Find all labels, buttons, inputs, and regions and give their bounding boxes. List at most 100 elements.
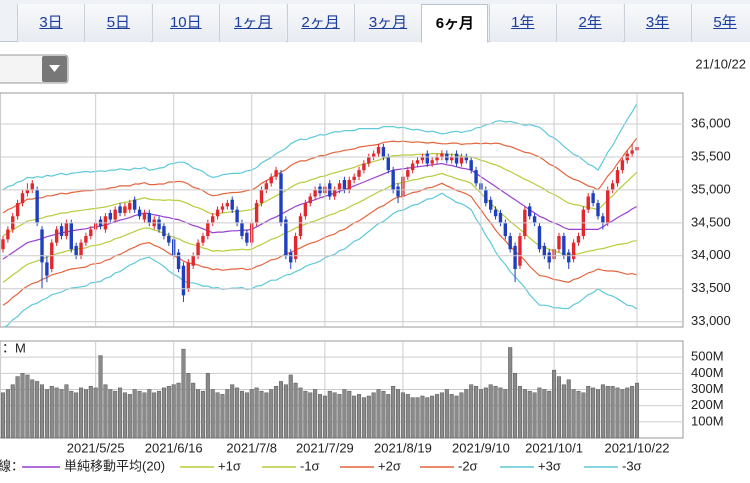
candle-body (557, 236, 561, 250)
volume-bar (235, 387, 240, 439)
candle-body (464, 156, 469, 161)
volume-bar (615, 387, 620, 439)
candle-body (493, 209, 498, 217)
band-line (2, 137, 638, 214)
volume-bar (459, 392, 464, 439)
range-tab[interactable]: 3年 (623, 4, 691, 42)
volume-bar (288, 374, 293, 439)
candle-body (357, 170, 361, 177)
range-tab[interactable]: 2年 (556, 4, 624, 42)
candle-body (225, 203, 230, 207)
band-line (3, 192, 638, 327)
volume-bar (420, 395, 425, 439)
candle-body (528, 206, 532, 217)
candle-body (89, 229, 93, 237)
range-tab[interactable]: 1年 (488, 4, 556, 42)
volume-bar (200, 390, 205, 439)
period-select[interactable] (0, 54, 69, 84)
candle-body (59, 226, 64, 237)
volume-bar (44, 389, 49, 439)
candle-body (235, 209, 239, 223)
volume-bar (478, 389, 483, 439)
volume-bar (571, 389, 576, 439)
y-tick-label: 34,000 (691, 247, 731, 262)
volume-bar (425, 397, 430, 439)
volume-bar (361, 397, 366, 439)
candle-body (489, 199, 493, 210)
volume-bar (503, 389, 508, 439)
volume-bar (225, 389, 230, 439)
candle-body (240, 222, 244, 237)
volume-bar (610, 386, 615, 439)
y-tick-label: 36,000 (691, 115, 731, 130)
volume-bar (576, 390, 581, 439)
candle-body (576, 236, 581, 243)
candle-body (454, 153, 459, 164)
candle-body (332, 189, 337, 197)
volume-bar (59, 389, 64, 439)
y-tick-label: 100M (691, 413, 724, 428)
volume-bar (230, 384, 235, 439)
volume-bar (635, 382, 640, 439)
volume-bar (542, 389, 547, 439)
candle-body (391, 170, 395, 190)
volume-bar (469, 384, 474, 439)
range-tab[interactable]: 5年 (691, 4, 750, 42)
y-tick-label: 300M (691, 381, 724, 396)
volume-bar (396, 389, 401, 439)
candle-body (245, 232, 249, 243)
volume-bar (318, 394, 323, 439)
volume-bar (191, 382, 196, 439)
candle-body (440, 153, 444, 157)
candle-body (469, 160, 473, 171)
volume-bar (488, 384, 493, 439)
candle-body (586, 196, 590, 210)
y-tick-label: 35,000 (691, 181, 731, 196)
volume-bar (298, 387, 303, 439)
candle-body (293, 236, 298, 260)
volume-bar (561, 384, 566, 439)
y-tick-label: 33,000 (691, 313, 731, 328)
candle-body (406, 170, 410, 177)
candle-body (25, 189, 30, 194)
y-tick-label: 33,500 (691, 280, 731, 295)
volume-bar (205, 373, 210, 439)
range-tab[interactable]: 3日 (17, 4, 84, 42)
candle-body (215, 209, 220, 217)
candle-body (30, 183, 34, 190)
candle-body (45, 262, 49, 276)
volume-unit: ：M (2, 340, 26, 355)
range-tab[interactable]: 5日 (84, 4, 152, 42)
candle-body (264, 183, 269, 190)
volume-bar (132, 389, 137, 439)
candle-body (425, 153, 429, 164)
range-tab[interactable]: 2ヶ月 (286, 4, 354, 42)
band-line (2, 172, 638, 283)
candle-body (40, 229, 44, 263)
range-tab[interactable]: 6ヶ月 (421, 4, 489, 43)
range-tab[interactable]: 10日 (151, 4, 219, 42)
candle-body (630, 150, 634, 154)
volume-bar (625, 387, 630, 439)
range-tabs: 3日 5日 10日 1ヶ月 2ヶ月 3ヶ月 6ヶ月 1年 2年 3年 5年 (0, 0, 750, 43)
volume-bar (605, 386, 610, 439)
candle-body (347, 180, 351, 190)
volume-bar (79, 387, 84, 439)
candle-body (74, 245, 78, 256)
select-arrow (49, 65, 60, 72)
candle-body (620, 160, 625, 171)
candle-body (435, 156, 439, 161)
candle-body (313, 189, 317, 197)
volume-bar (357, 394, 362, 439)
volume-bar (83, 389, 88, 439)
volume-bar (103, 384, 108, 439)
volume-bar (93, 387, 98, 439)
volume-bar (430, 395, 435, 439)
candle-body (567, 252, 571, 263)
candle-body (396, 186, 400, 197)
range-tab[interactable]: 1ヶ月 (219, 4, 287, 42)
range-tab[interactable]: 3ヶ月 (354, 4, 421, 42)
candle-body (503, 222, 508, 237)
candle-body (415, 160, 420, 164)
volume-bar (474, 386, 479, 439)
